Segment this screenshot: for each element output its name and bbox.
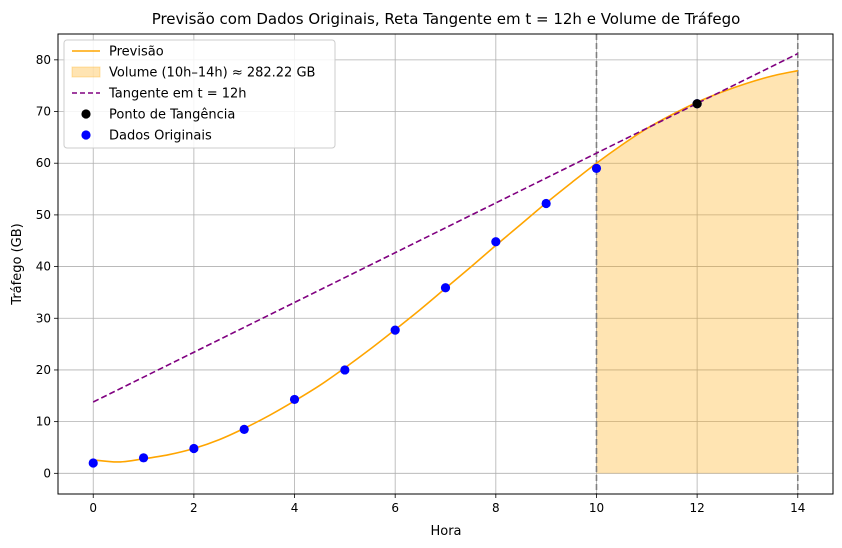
y-tick-label-50: 50 [36, 208, 51, 222]
legend-item-0: Previsão [72, 45, 164, 60]
data-point-5 [340, 365, 350, 375]
legend-label-1: Volume (10h–14h) ≈ 282.22 GB [109, 66, 315, 81]
x-tick-label-8: 8 [492, 501, 500, 515]
legend-label-4: Dados Originais [109, 129, 212, 144]
scatter-points [88, 99, 702, 468]
legend-swatch-marker [81, 130, 91, 140]
data-point-10 [591, 163, 602, 173]
legend-box [63, 39, 336, 149]
volume-area-layer [596, 70, 798, 474]
data-point-1 [138, 453, 149, 463]
legend-swatch-area [71, 66, 101, 78]
x-tick-label-0: 0 [89, 501, 97, 515]
tangency-point-12 [692, 99, 702, 109]
x-tick-label-6: 6 [391, 501, 399, 515]
legend-label-0: Previsão [109, 45, 164, 60]
legend-item-1: Volume (10h–14h) ≈ 282.22 GB [71, 66, 315, 81]
legend-item-4: Dados Originais [81, 129, 212, 144]
y-tick-label-80: 80 [36, 53, 51, 67]
tangent-line [92, 52, 799, 403]
x-tick-label-2: 2 [190, 501, 198, 515]
y-axis-title: Tráfego (GB) [10, 223, 25, 305]
axes-frame [57, 33, 834, 495]
legend-swatch-marker [81, 109, 91, 119]
y-tick-label-20: 20 [36, 363, 51, 377]
data-point-6 [390, 325, 400, 335]
y-tick-label-70: 70 [36, 105, 51, 119]
legend-item-3: Ponto de Tangência [81, 108, 235, 123]
data-point-8 [491, 237, 501, 247]
data-point-4 [289, 394, 300, 405]
y-tick-label-60: 60 [36, 156, 51, 170]
y-tick-label-40: 40 [36, 260, 51, 274]
x-tick-label-12: 12 [689, 501, 704, 515]
data-point-9 [541, 198, 551, 209]
vertical-lines [595, 34, 799, 494]
data-point-2 [189, 443, 199, 454]
y-tick-label-0: 0 [43, 466, 51, 480]
x-tick-label-10: 10 [589, 501, 604, 515]
legend-label-3: Ponto de Tangência [109, 108, 235, 123]
legend-item-2: Tangente em t = 12h [72, 87, 247, 102]
chart-title: Previsão com Dados Originais, Reta Tange… [152, 10, 741, 28]
y-tick-label-10: 10 [36, 415, 51, 429]
axis-ticks: 0 2 4 6 8 10 12 14 0 10 20 30 40 50 60 70 80 [36, 53, 806, 515]
x-tick-label-14: 14 [790, 501, 805, 515]
data-point-0 [88, 458, 98, 468]
y-tick-label-30: 30 [36, 311, 51, 325]
legend-label-2: Tangente em t = 12h [108, 87, 247, 102]
data-point-7 [440, 283, 451, 293]
x-tick-label-4: 4 [291, 501, 299, 515]
volume-area [596, 70, 798, 474]
legend: Previsão Volume (10h–14h) ≈ 282.22 GB Tang… [63, 39, 336, 149]
data-point-3 [239, 424, 249, 434]
x-axis-title: Hora [430, 524, 461, 539]
